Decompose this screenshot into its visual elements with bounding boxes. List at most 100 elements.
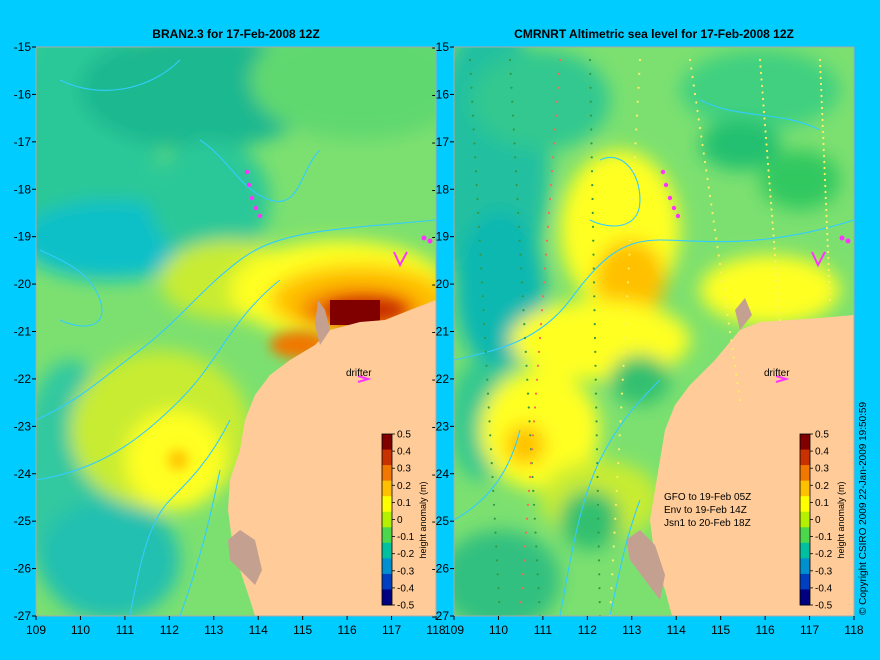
left-x-tick-label: 115 bbox=[293, 623, 312, 637]
right-drifter-label: drifter bbox=[764, 368, 790, 379]
left-y-tick-label: -15 bbox=[14, 40, 32, 54]
right-colorbar-swatch bbox=[800, 527, 810, 544]
left-y-tick-label: -23 bbox=[14, 419, 32, 433]
right-colorbar-swatch bbox=[800, 573, 810, 590]
left-y-tick-label: -27 bbox=[14, 609, 32, 623]
right-colorbar-tick: -0.4 bbox=[815, 583, 833, 594]
right-x-tick-label: 116 bbox=[756, 623, 775, 637]
right-y-tick-label: -16 bbox=[432, 87, 450, 101]
right-colorbar-swatch bbox=[800, 542, 810, 559]
right-colorbar-swatch bbox=[800, 465, 810, 482]
env-note: Env to 19-Feb 14Z bbox=[664, 505, 747, 516]
left-x-tick-label: 114 bbox=[249, 623, 268, 637]
left-colorbar-tick: 0.2 bbox=[397, 481, 411, 492]
right-colorbar-swatch bbox=[800, 511, 810, 528]
right-y-tick-label: -18 bbox=[432, 182, 450, 196]
right-x-axis: 109 110 111 112 113 114 115 116 117 118 bbox=[444, 616, 864, 637]
left-x-tick-label: 110 bbox=[71, 623, 90, 637]
left-x-axis: 109 110 111 112 113 114 115 116 117 118 bbox=[26, 616, 446, 637]
right-x-tick-label: 114 bbox=[667, 623, 686, 637]
right-colorbar-swatch bbox=[800, 434, 810, 451]
left-x-tick-label: 111 bbox=[116, 623, 135, 637]
right-colorbar-label: height anomaly (m) bbox=[836, 481, 846, 558]
left-drifter-label: drifter bbox=[346, 368, 372, 379]
left-colorbar-tick: -0.4 bbox=[397, 583, 415, 594]
left-colorbar-swatch bbox=[382, 558, 392, 575]
left-colorbar-tick: 0.4 bbox=[397, 447, 411, 458]
left-colorbar-swatch bbox=[382, 573, 392, 590]
right-y-tick-label: -20 bbox=[432, 277, 450, 291]
right-colorbar-tick: 0.3 bbox=[815, 464, 829, 475]
right-colorbar-tick: -0.1 bbox=[815, 532, 833, 543]
right-colorbar-swatch bbox=[800, 558, 810, 575]
right-x-tick-label: 109 bbox=[444, 623, 464, 637]
left-y-tick-label: -17 bbox=[14, 135, 32, 149]
right-x-tick-label: 110 bbox=[489, 623, 508, 637]
right-map-field bbox=[454, 47, 854, 616]
left-colorbar-swatch bbox=[382, 449, 392, 466]
right-colorbar-tick: 0.4 bbox=[815, 447, 829, 458]
left-y-tick-label: -16 bbox=[14, 87, 32, 101]
left-colorbar-tick: -0.3 bbox=[397, 566, 415, 577]
left-x-tick-label: 116 bbox=[338, 623, 357, 637]
left-y-tick-label: -20 bbox=[14, 277, 32, 291]
left-colorbar-swatch bbox=[382, 434, 392, 451]
right-y-tick-label: -27 bbox=[432, 609, 450, 623]
left-colorbar-swatch bbox=[382, 511, 392, 528]
right-panel: CMRNRT Altimetric sea level for 17-Feb-2… bbox=[432, 27, 864, 637]
left-y-tick-label: -19 bbox=[14, 230, 32, 244]
right-colorbar-swatch bbox=[800, 589, 810, 606]
left-colorbar-tick: 0.1 bbox=[397, 498, 411, 509]
left-colorbar-swatch bbox=[382, 496, 392, 513]
right-y-tick-label: -26 bbox=[432, 562, 450, 576]
left-y-tick-label: -22 bbox=[14, 372, 32, 386]
left-colorbar-swatch bbox=[382, 480, 392, 497]
left-colorbar-swatch bbox=[382, 542, 392, 559]
left-colorbar-swatch bbox=[382, 589, 392, 606]
left-y-tick-label: -18 bbox=[14, 182, 32, 196]
right-colorbar-tick: -0.5 bbox=[815, 601, 833, 612]
right-colorbar-tick: 0.2 bbox=[815, 481, 829, 492]
right-colorbar-swatch bbox=[800, 480, 810, 497]
left-colorbar-swatch bbox=[382, 527, 392, 544]
right-x-tick-label: 113 bbox=[622, 623, 641, 637]
left-panel-title: BRAN2.3 for 17-Feb-2008 12Z bbox=[152, 27, 319, 41]
right-colorbar: 0.5 0.4 0.3 0.2 0.1 0 -0.1 -0.2 -0.3 -0.4 -0.5 bbox=[799, 430, 833, 612]
right-y-tick-label: -24 bbox=[432, 467, 450, 481]
left-y-tick-label: -25 bbox=[14, 514, 32, 528]
right-x-tick-label: 112 bbox=[578, 623, 597, 637]
right-x-tick-label: 117 bbox=[800, 623, 819, 637]
right-colorbar-tick: 0 bbox=[815, 515, 821, 526]
left-colorbar-tick: -0.2 bbox=[397, 549, 415, 560]
copyright-text: © Copyright CSIRO 2009 22-Jan-2009 19:50… bbox=[858, 402, 869, 615]
right-colorbar-tick: -0.3 bbox=[815, 566, 833, 577]
right-x-tick-label: 115 bbox=[711, 623, 730, 637]
left-colorbar-tick: 0 bbox=[397, 515, 403, 526]
left-y-tick-label: -21 bbox=[14, 325, 32, 339]
left-y-axis: -15 -16 -17 -18 -19 -20 -21 -22 -23 -24 -25 -26 -27 bbox=[14, 40, 36, 623]
left-drifter-track bbox=[244, 169, 433, 383]
right-y-tick-label: -23 bbox=[432, 419, 450, 433]
left-colorbar-tick: -0.5 bbox=[397, 601, 415, 612]
right-drifter-track bbox=[660, 169, 851, 383]
right-colorbar-tick: 0.1 bbox=[815, 498, 829, 509]
left-colorbar-swatch bbox=[382, 465, 392, 482]
jsn1-note: Jsn1 to 20-Feb 18Z bbox=[664, 518, 751, 529]
left-colorbar-label: height anomaly (m) bbox=[418, 481, 428, 558]
left-colorbar: 0.5 0.4 0.3 0.2 0.1 0 -0.1 -0.2 -0.3 -0.4 -0.5 bbox=[381, 430, 415, 612]
left-x-tick-label: 117 bbox=[382, 623, 401, 637]
left-y-tick-label: -26 bbox=[14, 562, 32, 576]
left-x-tick-label: 118 bbox=[426, 623, 445, 637]
left-map-field bbox=[36, 47, 436, 616]
right-y-tick-label: -17 bbox=[432, 135, 450, 149]
left-x-tick-label: 112 bbox=[160, 623, 179, 637]
left-colorbar-tick: 0.3 bbox=[397, 464, 411, 475]
right-y-tick-label: -25 bbox=[432, 514, 450, 528]
left-colorbar-tick: -0.1 bbox=[397, 532, 415, 543]
right-colorbar-swatch bbox=[800, 496, 810, 513]
left-y-tick-label: -24 bbox=[14, 467, 32, 481]
right-y-axis: -15 -16 -17 -18 -19 -20 -21 -22 -23 -24 -25 -26 -27 bbox=[432, 40, 454, 623]
right-y-tick-label: -22 bbox=[432, 372, 450, 386]
right-panel-title: CMRNRT Altimetric sea level for 17-Feb-2… bbox=[514, 27, 794, 41]
